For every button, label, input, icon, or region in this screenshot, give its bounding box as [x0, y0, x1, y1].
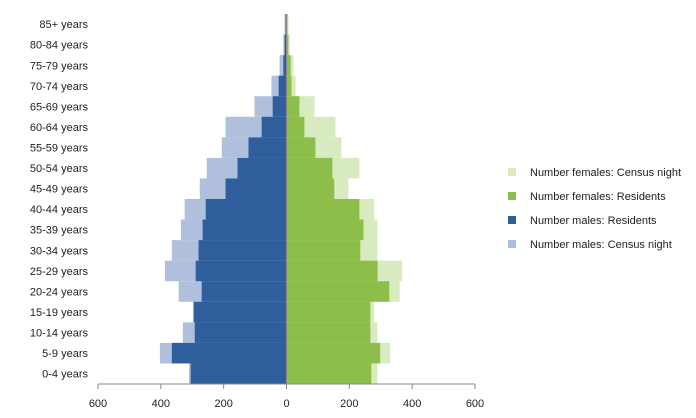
bar: [201, 281, 287, 302]
y-tick-label: 65-69 years: [30, 101, 89, 113]
bar: [195, 260, 287, 282]
legend-label: Number females: Residents: [530, 191, 666, 203]
bar: [278, 75, 287, 97]
legend-swatch: [508, 216, 516, 224]
legend-label: Number females: Census night: [530, 167, 681, 179]
bar: [237, 157, 287, 179]
y-tick-label: 10-14 years: [30, 328, 89, 340]
x-tick-label: 200: [340, 398, 358, 410]
y-tick-label: 30-34 years: [30, 245, 89, 257]
x-tick-label: 0: [283, 398, 289, 410]
x-tick-label: 600: [466, 398, 484, 410]
bar: [286, 342, 381, 364]
x-tick-label: 200: [214, 398, 232, 410]
y-tick-label: 70-74 years: [30, 81, 89, 93]
bar: [286, 363, 372, 384]
bar: [279, 55, 287, 76]
bar: [205, 199, 287, 220]
bar: [286, 157, 333, 179]
bar: [286, 301, 371, 323]
bar: [286, 260, 378, 282]
bar: [225, 178, 287, 199]
bar: [202, 219, 287, 241]
legend-label: Number males: Residents: [530, 215, 657, 227]
y-tick-label: 20-24 years: [30, 286, 89, 298]
bar: [286, 137, 316, 158]
y-tick-label: 50-54 years: [30, 163, 89, 175]
y-tick-label: 35-39 years: [30, 225, 89, 237]
legend-swatch: [508, 168, 516, 176]
y-tick-label: 15-19 years: [30, 307, 89, 319]
bar: [198, 240, 287, 261]
bar: [194, 322, 287, 343]
bar: [171, 342, 287, 364]
y-tick-label: 80-84 years: [30, 40, 89, 52]
legend-swatch: [508, 240, 516, 248]
bar: [286, 55, 291, 76]
x-tick-label: 400: [403, 398, 421, 410]
legend-swatch: [508, 192, 516, 200]
y-tick-label: 45-49 years: [30, 184, 89, 196]
bar: [272, 96, 287, 117]
y-tick-label: 60-64 years: [30, 122, 89, 134]
legend-label: Number males: Census night: [530, 239, 672, 251]
bar: [193, 301, 287, 323]
y-tick-label: 0-4 years: [42, 369, 88, 381]
x-tick-label: 600: [89, 398, 107, 410]
bar: [286, 199, 360, 220]
y-tick-label: 40-44 years: [30, 204, 89, 216]
y-tick-label: 75-79 years: [30, 60, 89, 72]
bar: [248, 137, 287, 158]
bar: [286, 219, 364, 241]
bar: [286, 240, 361, 261]
y-tick-label: 5-9 years: [42, 348, 88, 360]
bar: [286, 281, 390, 302]
x-tick-label: 400: [152, 398, 170, 410]
bar: [286, 322, 371, 343]
y-tick-label: 25-29 years: [30, 266, 89, 278]
bar: [286, 96, 300, 117]
bar: [286, 34, 289, 56]
bar: [286, 178, 335, 199]
y-tick-label: 85+ years: [39, 19, 88, 31]
bar: [286, 75, 292, 97]
bar: [284, 34, 287, 56]
y-tick-label: 55-59 years: [30, 143, 89, 155]
bar: [286, 116, 305, 138]
bar: [283, 55, 287, 76]
bar: [261, 116, 287, 138]
bar: [190, 363, 287, 384]
